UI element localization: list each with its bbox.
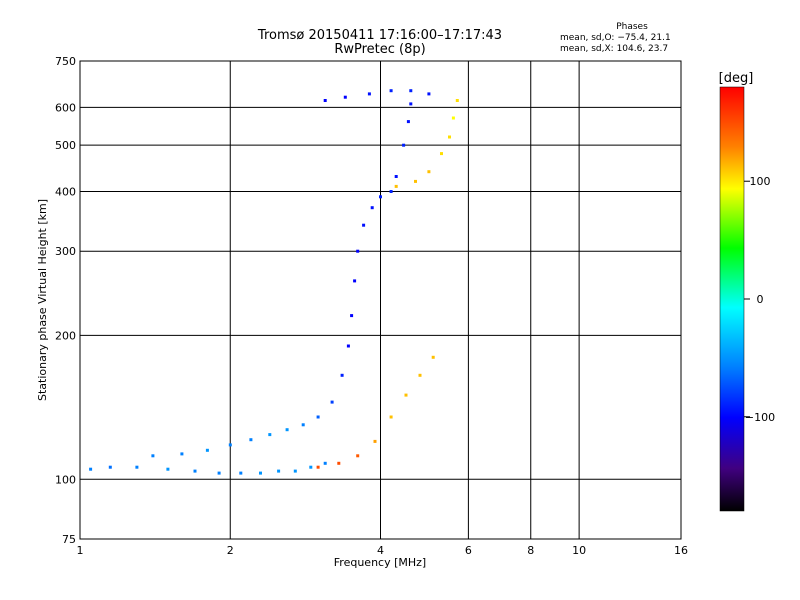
- data-point: [316, 465, 320, 469]
- data-point: [330, 400, 334, 404]
- y-tick-label: 75: [62, 533, 76, 546]
- colorbar-tick-label: 100: [750, 175, 771, 188]
- data-point: [309, 465, 313, 469]
- data-point: [427, 170, 431, 174]
- colorbar-label: [deg]: [719, 71, 754, 86]
- data-point: [389, 89, 393, 93]
- phase-stats-header: Phases: [616, 22, 648, 32]
- colorbar: [719, 86, 745, 512]
- data-point: [151, 454, 155, 458]
- data-point: [379, 195, 382, 199]
- data-point: [205, 448, 209, 452]
- data-point: [193, 469, 197, 473]
- data-point: [402, 143, 406, 147]
- data-point: [166, 467, 170, 471]
- data-point: [455, 99, 459, 102]
- x-axis-ticks: 1 2 4 6 8 10 16: [77, 544, 689, 557]
- data-point: [343, 95, 347, 99]
- data-point: [409, 102, 413, 106]
- data-point: [340, 373, 344, 377]
- data-point: [373, 439, 377, 443]
- data-point: [323, 99, 327, 102]
- data-point: [316, 415, 320, 419]
- data-point: [350, 314, 354, 318]
- data-point: [414, 179, 417, 183]
- data-point: [362, 223, 366, 227]
- x-tick-label: 6: [465, 544, 472, 557]
- data-point: [389, 415, 393, 419]
- data-point: [277, 469, 281, 473]
- chart-subtitle: RwPretec (8p): [334, 42, 426, 57]
- data-point: [259, 471, 262, 475]
- y-tick-label: 500: [55, 139, 76, 152]
- data-point: [418, 373, 422, 377]
- data-point: [431, 355, 435, 359]
- data-point: [301, 423, 305, 427]
- x-tick-label: 10: [572, 544, 586, 557]
- data-point: [409, 89, 413, 93]
- y-tick-label: 200: [55, 329, 76, 342]
- data-point: [323, 461, 327, 465]
- plot-grid: [80, 61, 681, 539]
- x-tick-label: 4: [377, 544, 384, 557]
- data-point: [285, 428, 289, 432]
- data-point: [448, 135, 451, 139]
- data-point: [427, 92, 431, 96]
- colorbar-tick-label: 0: [757, 293, 764, 306]
- data-point: [394, 175, 398, 178]
- colorbar-tick-label: −100: [745, 411, 775, 424]
- data-point: [389, 190, 393, 193]
- data-point: [337, 461, 341, 465]
- data-point: [180, 452, 184, 456]
- y-tick-label: 300: [55, 245, 76, 258]
- data-point: [356, 249, 360, 253]
- data-point: [228, 443, 232, 447]
- data-point: [404, 393, 408, 397]
- data-point: [370, 206, 374, 210]
- data-point: [249, 438, 253, 442]
- data-point: [268, 433, 272, 437]
- colorbar-ticks: 100 0 −100: [744, 175, 775, 424]
- y-axis-ticks: 75 100 200 300 400 500 600 750: [55, 55, 76, 546]
- data-point: [451, 116, 455, 120]
- x-tick-label: 1: [77, 544, 84, 557]
- y-tick-label: 400: [55, 185, 76, 198]
- y-tick-label: 100: [55, 473, 76, 486]
- data-point: [135, 465, 139, 469]
- plot-frame: [79, 60, 682, 540]
- data-point: [239, 471, 243, 475]
- x-tick-label: 2: [227, 544, 234, 557]
- data-point: [89, 467, 93, 471]
- data-points: [89, 89, 459, 475]
- y-tick-label: 600: [55, 101, 76, 114]
- data-point: [406, 120, 410, 124]
- data-point: [440, 152, 443, 156]
- data-point: [293, 469, 297, 473]
- data-point: [108, 465, 112, 469]
- data-point: [217, 471, 221, 475]
- x-tick-label: 16: [674, 544, 688, 557]
- phase-stats-x: mean, sd,X: 104.6, 23.7: [560, 44, 669, 54]
- data-point: [367, 92, 371, 96]
- phase-stats-o: mean, sd,O: −75.4, 21.1: [560, 33, 671, 43]
- data-point: [394, 184, 398, 188]
- y-tick-label: 750: [55, 55, 76, 68]
- y-axis-label: Stationary phase Virtual Height [km]: [36, 199, 49, 401]
- x-axis-label: Frequency [MHz]: [334, 556, 426, 569]
- chart-title: Tromsø 20150411 17:16:00–17:17:43: [257, 28, 503, 43]
- data-point: [353, 279, 357, 283]
- data-point: [356, 454, 360, 458]
- x-tick-label: 8: [527, 544, 534, 557]
- data-point: [346, 344, 350, 348]
